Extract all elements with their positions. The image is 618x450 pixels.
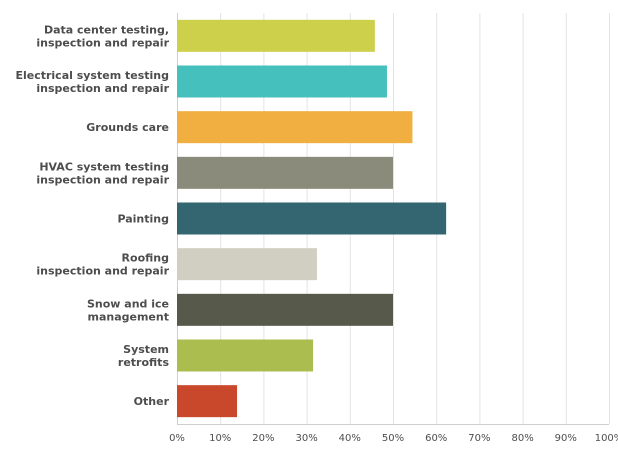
category-label: Data center testing, inspection and repai… — [36, 23, 169, 49]
x-axis-ticks: 0% 10% 20% 30% 40% 50% 60% 70% 80% 90% 100% — [169, 433, 618, 444]
x-tick-label: 20% — [252, 433, 274, 444]
x-tick-label: 100% — [595, 433, 618, 444]
x-tick-label: 30% — [295, 433, 317, 444]
bar — [177, 385, 238, 418]
category-label: Roofing inspection and repair — [36, 252, 169, 278]
bars — [177, 19, 447, 418]
bar — [177, 156, 393, 189]
bar — [177, 65, 387, 98]
category-label: HVAC system testing inspection and repair — [36, 160, 169, 186]
x-tick-label: 90% — [555, 433, 577, 444]
bar — [177, 248, 317, 281]
x-tick-label: 60% — [425, 433, 447, 444]
x-tick-label: 50% — [382, 433, 404, 444]
category-label: Electrical system testing inspection and … — [15, 69, 169, 95]
bar — [177, 111, 413, 144]
category-label: Painting — [117, 213, 169, 226]
bar — [177, 19, 375, 52]
x-tick-label: 10% — [209, 433, 231, 444]
x-tick-label: 0% — [169, 433, 185, 444]
category-label: Snow and ice management — [87, 297, 169, 323]
category-labels: Data center testing, inspection and repai… — [15, 23, 169, 408]
bar — [177, 293, 393, 326]
bar — [177, 339, 314, 372]
x-tick-label: 80% — [511, 433, 533, 444]
category-label: Grounds care — [86, 121, 169, 134]
bar — [177, 202, 447, 235]
category-label: System retrofits — [118, 343, 170, 369]
x-tick-label: 40% — [339, 433, 361, 444]
category-label: Other — [134, 395, 170, 408]
x-tick-label: 70% — [468, 433, 490, 444]
